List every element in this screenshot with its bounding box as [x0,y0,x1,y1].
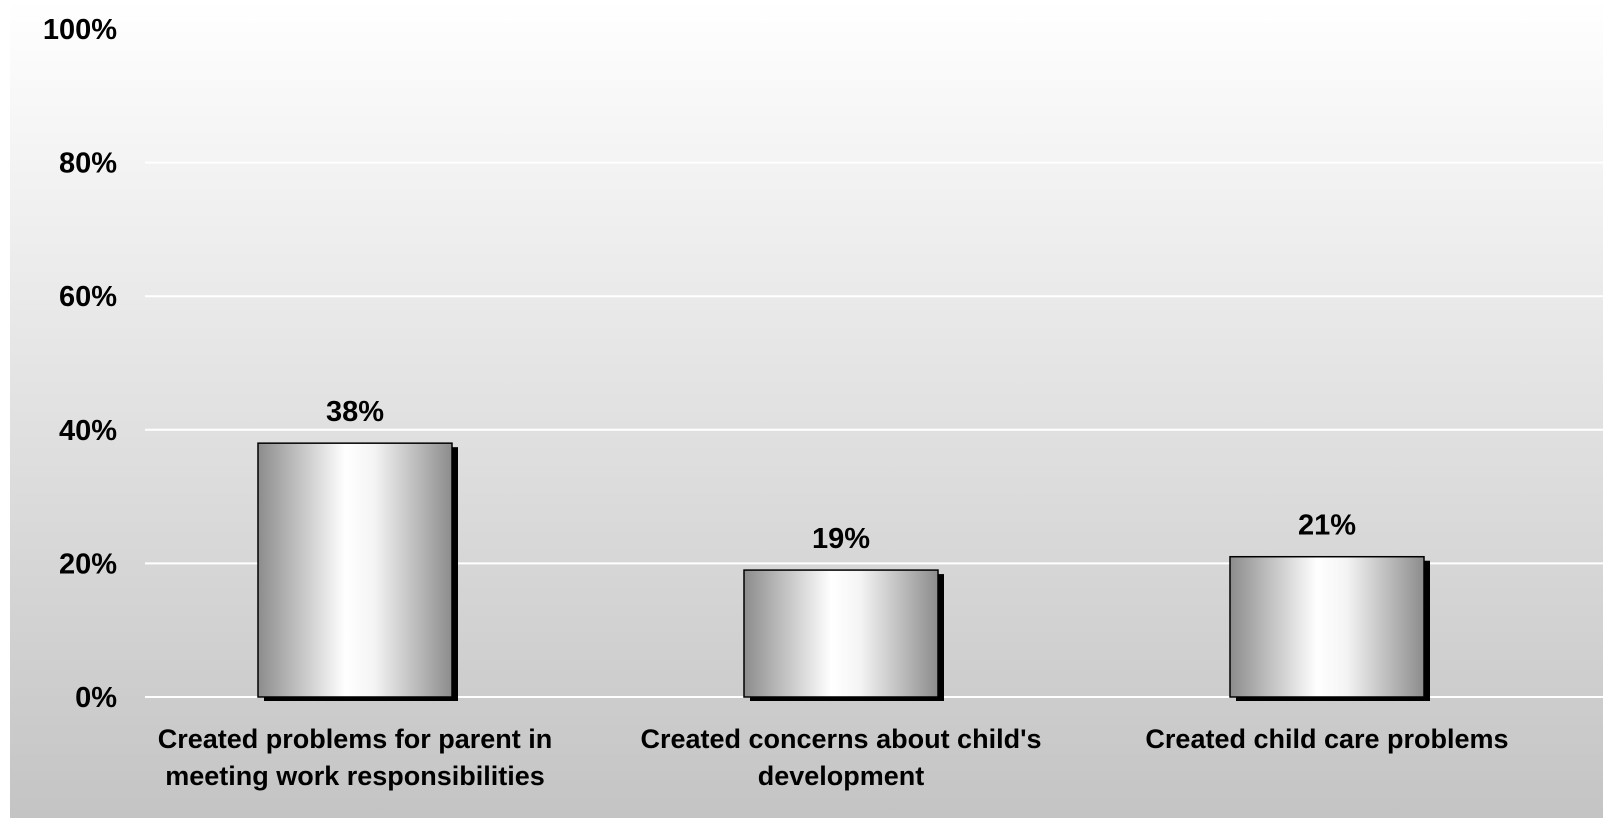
value-label: 21% [1298,510,1356,542]
category-label: meeting work responsibilities [165,761,545,791]
category-label: Created child care problems [1145,724,1508,754]
category-label: Created problems for parent in [158,724,553,754]
value-labels: 38% 19% 21% [326,396,1356,555]
category-label: development [758,761,925,791]
x-axis-category-labels: Created problems for parent in meeting wo… [158,724,1509,791]
y-tick-label: 40% [59,415,117,447]
bar [257,442,453,698]
bar [1229,555,1425,698]
value-label: 38% [326,396,384,428]
y-tick-label: 0% [75,682,117,714]
y-tick-label: 80% [59,148,117,180]
y-tick-label: 60% [59,281,117,313]
y-tick-label: 20% [59,548,117,580]
bar [743,569,939,698]
bars [257,442,1430,701]
category-label: Created concerns about child's [640,724,1041,754]
y-tick-label: 100% [43,14,117,46]
value-label: 19% [812,523,870,555]
y-axis-tick-labels: 0% 20% 40% 60% 80% 100% [43,14,117,714]
